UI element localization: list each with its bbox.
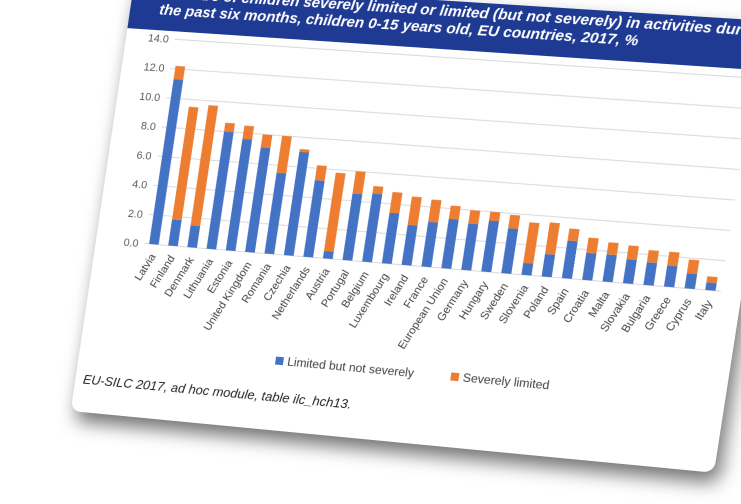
y-tick-label: 10.0: [138, 91, 161, 104]
bar-severe: [667, 252, 679, 266]
bar-severe: [568, 228, 580, 241]
bar-severe: [449, 206, 461, 220]
bar-severe: [315, 165, 327, 181]
bar-limited: [402, 225, 418, 266]
bar-severe: [523, 222, 539, 263]
bar-limited: [323, 251, 334, 259]
bar-limited: [362, 193, 382, 262]
y-tick-label: 2.0: [127, 208, 144, 221]
bar-severe: [324, 173, 346, 252]
bar-limited: [481, 221, 499, 273]
bar-limited: [664, 265, 678, 287]
bar-limited: [643, 262, 657, 286]
bar-severe: [706, 276, 717, 283]
y-tick-label: 4.0: [131, 179, 148, 192]
bar-limited: [705, 282, 717, 290]
y-tick-label: 6.0: [136, 149, 153, 162]
bar-limited: [303, 180, 324, 257]
bar-severe: [545, 222, 560, 254]
bar-limited: [501, 228, 518, 274]
bar-severe: [489, 212, 500, 222]
bar-severe: [687, 259, 699, 273]
bar-limited: [562, 241, 578, 279]
bar-severe: [647, 250, 659, 263]
bar-severe: [408, 196, 422, 225]
bar-limited: [382, 213, 400, 264]
bar-limited: [421, 222, 438, 267]
chart-svg: 0.02.04.06.08.010.012.014.0LatviaFinland…: [75, 28, 741, 440]
y-tick-label: 14.0: [147, 32, 170, 45]
bar-severe: [174, 66, 186, 80]
bar-limited: [441, 219, 458, 269]
bar-limited: [264, 173, 286, 255]
bar-severe: [468, 210, 480, 224]
bar-limited: [602, 254, 616, 282]
bar-severe: [277, 136, 292, 174]
bar-limited: [521, 263, 533, 276]
bar-severe: [389, 192, 402, 214]
bar-severe: [428, 200, 441, 223]
gridline: [170, 68, 741, 108]
bar-limited: [582, 253, 596, 281]
bar-limited: [685, 273, 698, 289]
y-tick-label: 0.0: [123, 237, 140, 250]
bar-limited: [461, 224, 478, 271]
legend-swatch: [275, 357, 284, 366]
bar-limited: [623, 259, 637, 284]
bar-severe: [607, 242, 619, 255]
bar-limited: [342, 193, 362, 260]
chart-panel: 1: Share of children severely limited or…: [71, 0, 741, 473]
bar-severe: [353, 171, 366, 194]
y-tick-label: 8.0: [140, 120, 157, 133]
bar-severe: [508, 215, 520, 229]
bar-limited: [542, 254, 556, 277]
legend-swatch: [450, 372, 459, 381]
legend-label: Severely limited: [462, 370, 551, 392]
y-tick-label: 12.0: [143, 62, 166, 75]
legend-label: Limited but not severely: [286, 355, 415, 381]
x-tick-label: Italy: [693, 298, 716, 323]
bar-severe: [224, 123, 235, 133]
bar-limited: [284, 152, 309, 256]
bar-severe: [242, 126, 254, 140]
bar-severe: [586, 238, 598, 254]
bar-severe: [261, 134, 273, 148]
bar-severe: [627, 245, 639, 259]
bar-limited: [187, 225, 200, 248]
bar-severe: [372, 186, 383, 194]
bar-limited: [168, 219, 181, 246]
